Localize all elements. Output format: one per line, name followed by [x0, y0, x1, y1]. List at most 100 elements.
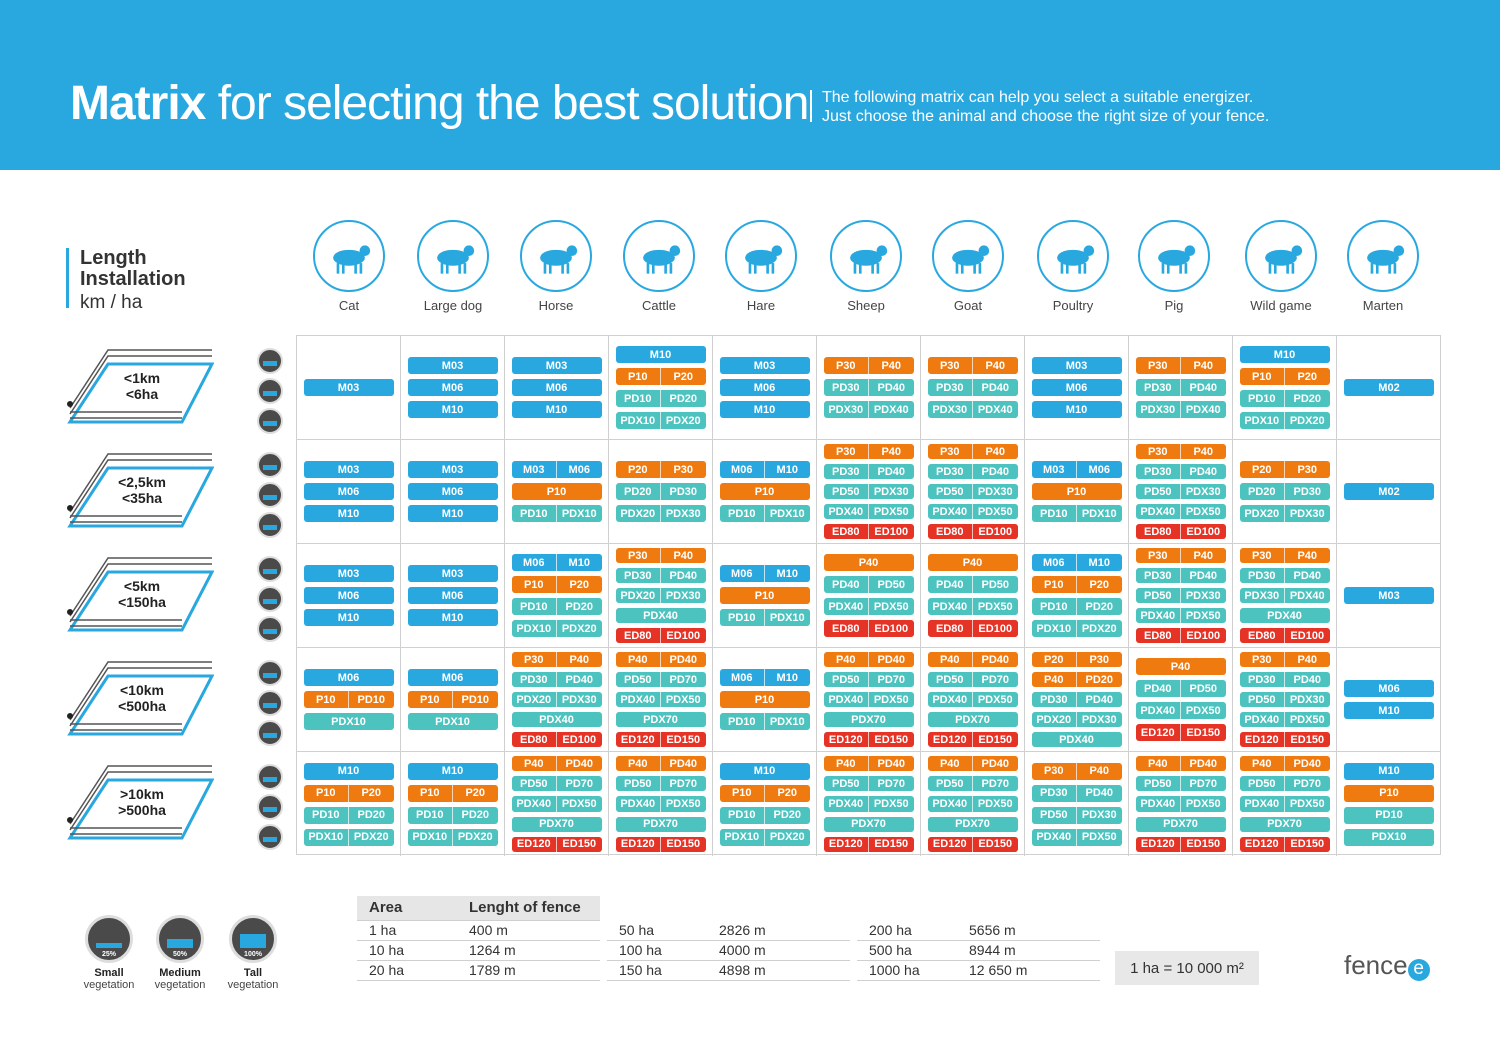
- product-pdx20: PDX20: [764, 828, 810, 846]
- product-pd50: PD50: [927, 484, 972, 499]
- product-pd50: PD50: [1031, 806, 1076, 824]
- fencee-logo: fence e: [1344, 950, 1430, 981]
- product-group: M03: [407, 565, 498, 582]
- matrix-cell-cattle-row-4: P40 PD40 PD50 PD70 PDX40 PDX50 PDX70 ED120 ED150: [609, 648, 713, 752]
- product-group: M10: [407, 505, 498, 522]
- product-p10: P10: [303, 691, 348, 708]
- product-group: ED120 ED150: [615, 732, 706, 747]
- product-ed80: ED80: [1239, 628, 1284, 643]
- product-pdx50: PDX50: [1180, 702, 1226, 719]
- product-group: M03: [303, 379, 394, 396]
- product-group: P10: [1344, 784, 1434, 802]
- product-p10: P10: [1239, 368, 1284, 385]
- product-p10: P10: [615, 368, 660, 385]
- poultry-icon: [1037, 220, 1109, 292]
- goat-icon: [932, 220, 1004, 292]
- matrix-cell-cat-row-1: M03: [297, 336, 401, 440]
- product-pdx10: PDX10: [1344, 828, 1434, 846]
- matrix-cell-wild-game-row-4: P30 P40 PD30 PD40 PD50 PDX30 PDX40 PDX50 ED120 ED…: [1233, 648, 1337, 752]
- product-m06: M06: [303, 483, 394, 500]
- product-pdx40: PDX40: [1239, 608, 1330, 623]
- product-pdx10: PDX10: [1031, 620, 1076, 637]
- product-ed150: ED150: [660, 836, 706, 853]
- animal-goat: Goat: [916, 220, 1020, 313]
- product-pd70: PD70: [972, 776, 1018, 792]
- product-p30: P30: [1284, 461, 1330, 478]
- product-pd40: PD40: [1284, 568, 1330, 583]
- animal-label: Pig: [1164, 298, 1184, 313]
- product-group: M10: [615, 346, 706, 363]
- product-pd20: PD20: [1076, 598, 1122, 615]
- product-group: ED120 ED150: [927, 836, 1018, 853]
- product-m10: M10: [1076, 554, 1122, 571]
- product-pd40: PD40: [556, 672, 602, 687]
- product-pd40: PD40: [927, 576, 972, 593]
- product-group: PD50 PD70: [615, 776, 706, 792]
- product-pdx40: PDX40: [511, 796, 556, 812]
- product-m10: M10: [303, 762, 394, 780]
- product-ed150: ED150: [868, 732, 914, 747]
- product-group: P10 PD10: [407, 691, 498, 708]
- product-p40: P40: [1284, 652, 1330, 667]
- hare-icon: [725, 220, 797, 292]
- product-group: PD40 PD50: [1135, 680, 1226, 697]
- product-p40: P40: [1180, 357, 1226, 374]
- product-pd50: PD50: [1135, 588, 1180, 603]
- product-group: PDX40: [615, 608, 706, 623]
- product-group: M03: [407, 357, 498, 374]
- vegetation-50-icon: [257, 482, 283, 508]
- vegetation-name: Small: [94, 967, 124, 979]
- product-group: PDX70: [927, 816, 1018, 832]
- product-group: M06: [303, 669, 394, 686]
- product-m03: M03: [1031, 461, 1076, 478]
- product-p40: P40: [1180, 444, 1226, 459]
- product-group: PDX20 PDX30: [1239, 505, 1330, 522]
- product-p40: P40: [511, 756, 556, 772]
- matrix-cell-cat-row-4: M06 P10 PD10 PDX10: [297, 648, 401, 752]
- product-group: P40 PD20: [1031, 672, 1122, 687]
- product-group: P20 P30: [1031, 652, 1122, 667]
- product-group: PDX40: [511, 712, 602, 727]
- product-group: M06 M10: [719, 565, 810, 582]
- product-ed100: ED100: [972, 524, 1018, 539]
- product-pdx20: PDX20: [348, 828, 394, 846]
- product-m10: M10: [303, 609, 394, 626]
- product-pd50: PD50: [1239, 692, 1284, 707]
- product-pdx30: PDX30: [1135, 401, 1180, 418]
- area-value: 200 ha: [869, 921, 912, 938]
- product-group: PD40 PD50: [927, 576, 1018, 593]
- product-group: PDX30 PDX40: [1135, 401, 1226, 418]
- product-m06: M06: [556, 461, 602, 478]
- product-p30: P30: [927, 444, 972, 459]
- fence-length-value: 12 650 m: [969, 962, 1028, 978]
- product-group: PD10 PDX10: [719, 713, 810, 730]
- product-group: PDX70: [823, 712, 914, 727]
- product-group: P20 P30: [1239, 461, 1330, 478]
- page-title: Matrix for selecting the best solution: [70, 77, 809, 130]
- product-pdx30: PDX30: [1284, 692, 1330, 707]
- matrix-cell-wild-game-row-3: P30 P40 PD30 PD40 PDX30 PDX40 PDX40 ED80 ED100: [1233, 544, 1337, 648]
- fence-size-row-1: <1km <6ha: [64, 344, 215, 434]
- product-m06: M06: [1076, 461, 1122, 478]
- product-group: ED80 ED100: [1135, 628, 1226, 643]
- product-pdx70: PDX70: [927, 712, 1018, 727]
- product-pd70: PD70: [660, 776, 706, 792]
- product-group: PD30 PD40: [823, 379, 914, 396]
- product-group: PDX40 PDX50: [615, 692, 706, 707]
- product-group: PD10 PD20: [719, 806, 810, 824]
- matrix-cell-pig-row-3: P30 P40 PD30 PD40 PD50 PDX30 PDX40 PDX50 ED80 ED1…: [1129, 544, 1233, 648]
- matrix-cell-poultry-row-2: M03 M06 P10 PD10 PDX10: [1025, 440, 1129, 544]
- product-pdx30: PDX30: [868, 484, 914, 499]
- product-pdx20: PDX20: [1031, 712, 1076, 727]
- product-p30: P30: [1135, 548, 1180, 563]
- matrix-cell-poultry-row-5: P30 P40 PD30 PD40 PD50 PDX30 PDX40 PDX50: [1025, 752, 1129, 856]
- vegetation-legend-medium: 50% Medium vegetation: [140, 915, 220, 991]
- product-pdx10: PDX10: [303, 828, 348, 846]
- product-ed120: ED120: [615, 836, 660, 853]
- product-group: PDX40 PDX50: [1135, 702, 1226, 719]
- product-group: PD50 PD70: [615, 672, 706, 687]
- product-group: PDX70: [615, 816, 706, 832]
- animal-cat: Cat: [297, 220, 401, 313]
- product-ed120: ED120: [1135, 724, 1180, 741]
- product-pdx50: PDX50: [1076, 828, 1122, 846]
